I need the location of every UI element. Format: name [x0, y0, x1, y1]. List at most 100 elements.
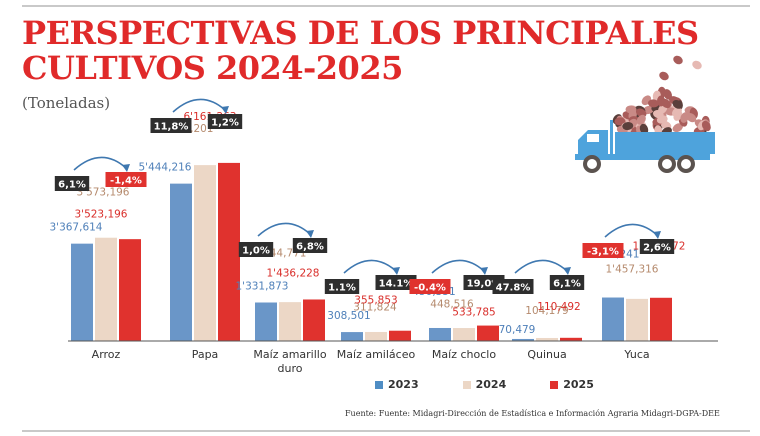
change-badge-text-b1-5: 47.8%: [496, 283, 531, 294]
bar-2025-2: [303, 299, 325, 341]
bar-2024-0: [95, 237, 117, 341]
legend-item-2024: 2024: [462, 378, 506, 391]
potato-icon: [661, 98, 671, 109]
change-badge-text-b1-0: 6,1%: [58, 180, 86, 191]
change-badge-b1-2: [238, 242, 274, 257]
growth-arrow-3: [343, 259, 397, 274]
bar-2025-3: [389, 330, 411, 341]
potato-icon: [672, 99, 683, 109]
potato-icon: [622, 122, 634, 131]
potato-icon: [672, 107, 682, 117]
category-label-0: Arroz: [92, 348, 121, 361]
potato-icon: [652, 110, 664, 119]
change-badge-text-b2-1: 1,2%: [211, 118, 239, 129]
value-label-2025-2: 1'436,228: [267, 267, 320, 279]
bar-2025-1: [218, 162, 240, 341]
change-badge-text-b2-2: 6,8%: [296, 242, 324, 253]
bar-2024-2: [279, 302, 301, 341]
truck-bed: [615, 132, 715, 154]
potato-icon: [636, 114, 646, 125]
category-label-5: Quinua: [527, 348, 566, 361]
change-badge-b1-4: [409, 279, 451, 294]
category-label-2: Maíz amarillo: [253, 348, 326, 361]
legend-item-2025: 2025: [550, 378, 594, 391]
potato-icon: [701, 120, 711, 132]
bar-2024-3: [365, 331, 387, 341]
bar-2024-5: [536, 337, 558, 341]
potato-icon: [647, 99, 659, 108]
change-badge-b2-5: [549, 275, 585, 290]
change-badge-text-b2-6: 2,6%: [643, 243, 671, 254]
change-badge-text-b1-6: -3,1%: [587, 247, 619, 258]
potato-icon: [614, 117, 626, 126]
legend-swatch-2025: [550, 380, 559, 389]
truck-exhaust: [610, 120, 613, 154]
category-label-4: Maíz choclo: [432, 348, 496, 361]
value-label-2023-3: 308,501: [327, 310, 370, 322]
growth-arrow-5: [514, 259, 568, 274]
bar-2023-5: [512, 338, 534, 341]
chart-subtitle: (Toneladas): [22, 94, 111, 112]
legend-swatch-2024: [462, 380, 471, 389]
growth-arrow-4: [431, 259, 485, 274]
change-badge-text-b2-5: 6,1%: [553, 279, 581, 290]
potato-icon: [672, 123, 683, 133]
bar-2025-0: [119, 239, 141, 341]
truck-cab: [578, 130, 608, 160]
bar-2023-4: [429, 327, 451, 341]
value-label-2024-4: 448,516: [430, 299, 474, 311]
bottom-divider: [22, 430, 750, 432]
bar-2025-5: [560, 337, 582, 341]
change-badge-b2-2: [292, 238, 328, 253]
growth-arrowhead-0: [122, 164, 130, 172]
potato-icon: [686, 113, 697, 123]
value-label-2025-0: 3'523,196: [75, 209, 128, 221]
bar-2023-0: [71, 243, 93, 341]
value-label-2023-2: 1'331,873: [236, 281, 289, 293]
potato-icon: [639, 123, 649, 135]
potato-icon: [659, 71, 669, 81]
potato-icon: [692, 60, 702, 70]
truck-illustration-icon: [575, 55, 715, 173]
value-label-2024-5: 104,179: [525, 305, 568, 317]
growth-arrowhead-5: [563, 267, 571, 275]
value-label-2025-5: 110,492: [537, 301, 580, 313]
category-label-1: Papa: [192, 348, 219, 361]
value-label-2024-0: 3'573,196: [77, 187, 130, 199]
change-badge-text-b2-3: 14.1%: [379, 279, 414, 290]
legend-label-2023: 2023: [388, 378, 419, 391]
change-badge-text-b2-4: 19,0%: [467, 279, 502, 290]
change-badge-text-b1-4: -0.4%: [414, 283, 446, 294]
bar-2023-2: [255, 302, 277, 341]
change-badge-text-b1-3: 1.1%: [328, 283, 356, 294]
change-badge-b1-5: [492, 279, 534, 294]
bar-2023-3: [341, 332, 363, 341]
growth-arrowhead-3: [392, 267, 400, 275]
truck-window: [587, 134, 599, 142]
change-badge-b2-6: [639, 239, 675, 254]
change-badge-text-b1-2: 1,0%: [242, 246, 270, 257]
value-label-2023-1: 5'444,216: [139, 162, 192, 174]
change-badge-b1-6: [582, 243, 624, 258]
change-badge-text-b1-1: 11,8%: [154, 122, 189, 133]
category-label-2: duro: [278, 362, 303, 375]
value-label-2023-0: 3'367,614: [50, 222, 103, 234]
value-label-2025-4: 533,785: [452, 307, 495, 319]
top-divider: [22, 5, 750, 7]
value-label-2024-3: 311,824: [353, 302, 397, 314]
potato-icon: [673, 55, 683, 65]
bar-2024-1: [194, 165, 216, 341]
bar-2025-6: [650, 297, 672, 341]
truck-chassis: [575, 154, 710, 160]
value-label-2023-5: 70,479: [499, 324, 536, 336]
change-badge-b2-3: [375, 275, 417, 290]
category-label-3: Maíz amiláceo: [337, 348, 416, 361]
legend-swatch-2023: [375, 380, 383, 389]
legend-item-2023: 2023: [375, 378, 419, 391]
bar-2023-1: [170, 183, 192, 341]
change-badge-text-b2-0: -1,4%: [110, 176, 142, 187]
growth-arrow-1: [172, 98, 226, 113]
legend-label-2025: 2025: [563, 378, 594, 391]
growth-arrow-2: [257, 222, 311, 237]
